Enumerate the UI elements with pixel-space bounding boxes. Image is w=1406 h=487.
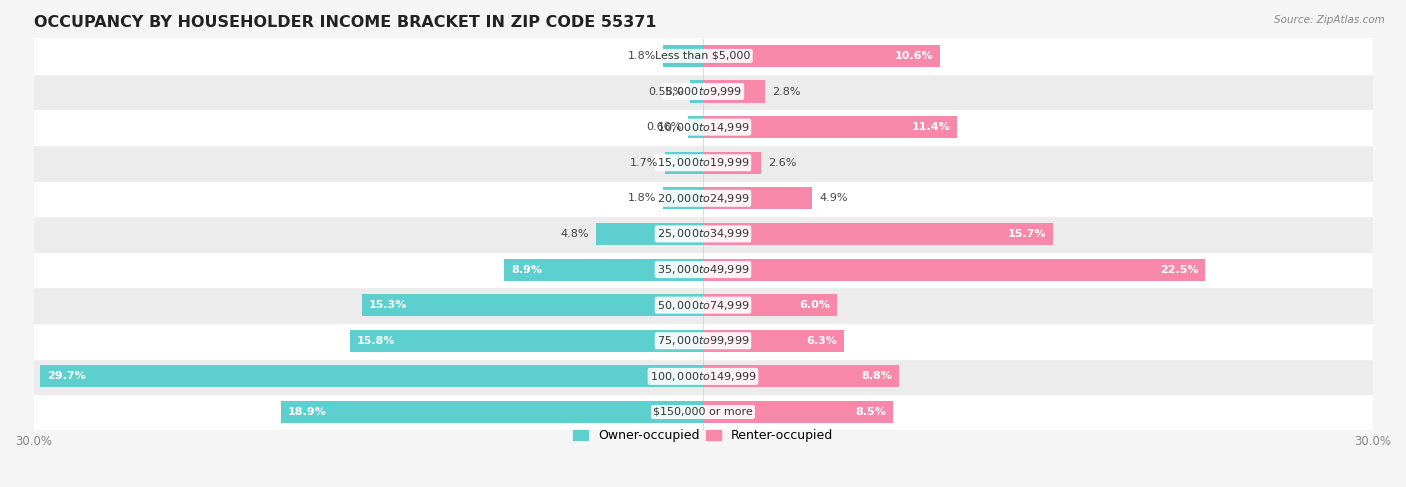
Text: Less than $5,000: Less than $5,000 — [655, 51, 751, 61]
Text: 6.0%: 6.0% — [800, 300, 830, 310]
Text: 10.6%: 10.6% — [894, 51, 932, 61]
Text: $15,000 to $19,999: $15,000 to $19,999 — [657, 156, 749, 169]
Text: 18.9%: 18.9% — [288, 407, 326, 417]
Bar — [350, 330, 703, 352]
Text: $10,000 to $14,999: $10,000 to $14,999 — [657, 121, 749, 133]
Bar — [41, 365, 703, 388]
Bar — [703, 187, 813, 209]
Bar — [703, 294, 837, 316]
Bar — [703, 151, 761, 174]
Text: 15.7%: 15.7% — [1008, 229, 1046, 239]
Text: $5,000 to $9,999: $5,000 to $9,999 — [664, 85, 742, 98]
Bar — [505, 259, 703, 281]
Text: 4.8%: 4.8% — [561, 229, 589, 239]
Text: 15.8%: 15.8% — [357, 336, 395, 346]
Bar — [596, 223, 703, 245]
Text: 2.6%: 2.6% — [768, 158, 796, 168]
Bar — [34, 252, 1372, 287]
Text: $150,000 or more: $150,000 or more — [654, 407, 752, 417]
Text: $75,000 to $99,999: $75,000 to $99,999 — [657, 334, 749, 347]
Text: 0.66%: 0.66% — [647, 122, 682, 132]
Text: 1.8%: 1.8% — [627, 51, 657, 61]
Bar — [34, 145, 1372, 181]
Text: 22.5%: 22.5% — [1160, 264, 1198, 275]
Text: Source: ZipAtlas.com: Source: ZipAtlas.com — [1274, 15, 1385, 25]
Text: 4.9%: 4.9% — [820, 193, 848, 204]
Bar — [662, 187, 703, 209]
Text: 8.9%: 8.9% — [510, 264, 543, 275]
Text: $20,000 to $24,999: $20,000 to $24,999 — [657, 192, 749, 205]
Text: 6.3%: 6.3% — [806, 336, 837, 346]
Bar — [34, 74, 1372, 109]
Bar — [703, 223, 1053, 245]
Bar — [34, 216, 1372, 252]
Text: $50,000 to $74,999: $50,000 to $74,999 — [657, 299, 749, 312]
Bar — [703, 80, 765, 103]
Text: 8.8%: 8.8% — [862, 372, 893, 381]
Bar — [689, 116, 703, 138]
Bar — [281, 401, 703, 423]
Bar — [34, 358, 1372, 394]
Text: $25,000 to $34,999: $25,000 to $34,999 — [657, 227, 749, 241]
Legend: Owner-occupied, Renter-occupied: Owner-occupied, Renter-occupied — [568, 424, 838, 447]
Bar — [703, 401, 893, 423]
Bar — [662, 45, 703, 67]
Bar — [34, 181, 1372, 216]
Bar — [34, 287, 1372, 323]
Text: 8.5%: 8.5% — [855, 407, 886, 417]
Bar — [703, 259, 1205, 281]
Bar — [34, 394, 1372, 430]
Text: 15.3%: 15.3% — [368, 300, 406, 310]
Bar — [34, 109, 1372, 145]
Bar — [703, 365, 900, 388]
Bar — [361, 294, 703, 316]
Bar — [34, 323, 1372, 358]
Text: 1.8%: 1.8% — [627, 193, 657, 204]
Bar — [34, 38, 1372, 74]
Bar — [703, 330, 844, 352]
Bar — [690, 80, 703, 103]
Text: OCCUPANCY BY HOUSEHOLDER INCOME BRACKET IN ZIP CODE 55371: OCCUPANCY BY HOUSEHOLDER INCOME BRACKET … — [34, 15, 657, 30]
Text: 11.4%: 11.4% — [912, 122, 950, 132]
Bar — [703, 116, 957, 138]
Bar — [703, 45, 939, 67]
Text: $100,000 to $149,999: $100,000 to $149,999 — [650, 370, 756, 383]
Text: 29.7%: 29.7% — [46, 372, 86, 381]
Text: $35,000 to $49,999: $35,000 to $49,999 — [657, 263, 749, 276]
Text: 0.58%: 0.58% — [648, 87, 683, 96]
Bar — [665, 151, 703, 174]
Text: 1.7%: 1.7% — [630, 158, 658, 168]
Text: 2.8%: 2.8% — [772, 87, 800, 96]
